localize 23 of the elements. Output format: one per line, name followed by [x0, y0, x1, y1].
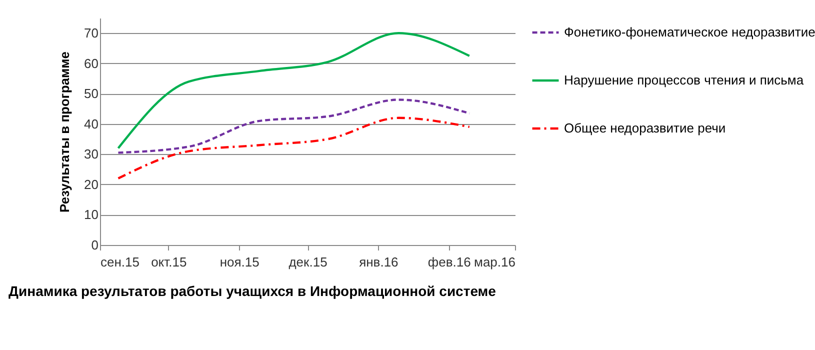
- legend-label: Фонетико-фонематическое недоразвитие: [564, 24, 815, 40]
- y-tick-label: 40: [84, 116, 98, 132]
- text: Динамика результатов работы учащихся в Информационной системе: [8, 283, 496, 299]
- y-tick-label: 30: [84, 146, 98, 162]
- x-tick-label: янв.16: [359, 254, 398, 270]
- y-tick-label: 10: [84, 207, 98, 222]
- y-tick-label: 60: [84, 56, 98, 71]
- y-tick-label: 20: [84, 176, 98, 192]
- x-tick-label: ноя.15: [220, 254, 260, 270]
- x-tick-label: дек.15: [288, 254, 328, 270]
- line-series: [117, 98, 470, 154]
- y-tick-label: 0: [91, 238, 98, 252]
- legend-label: Общее недоразвитие речи: [564, 120, 726, 136]
- x-tick-label: фев.16: [428, 254, 471, 270]
- line-series: [117, 32, 470, 150]
- x-tick-label: мар.16: [474, 254, 516, 270]
- legend-label: Нарушение процессов чтения и письма: [564, 72, 804, 88]
- x-tick-label: окт.15: [151, 254, 187, 270]
- y-tick-label: 70: [84, 26, 98, 41]
- line-series: [117, 116, 470, 180]
- x-tick-label: сен.15: [100, 254, 140, 270]
- y-tick-label: 50: [84, 86, 98, 102]
- y-axis-title: Результаты в программе: [57, 52, 72, 212]
